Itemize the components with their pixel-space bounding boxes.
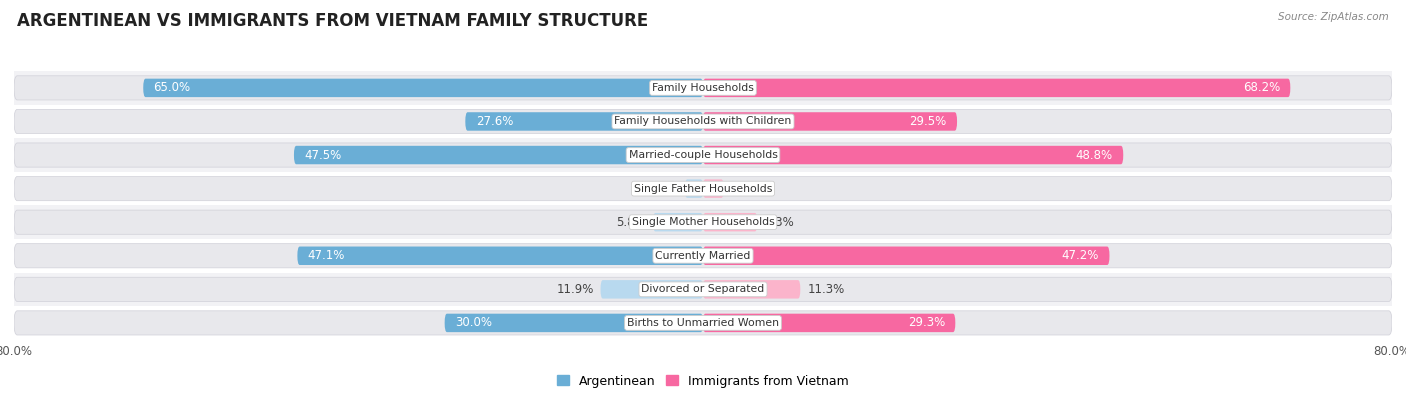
FancyBboxPatch shape: [703, 112, 957, 131]
Text: 30.0%: 30.0%: [456, 316, 492, 329]
Text: Births to Unmarried Women: Births to Unmarried Women: [627, 318, 779, 328]
Bar: [14, 172, 1392, 205]
FancyBboxPatch shape: [143, 79, 703, 97]
Bar: [14, 138, 1392, 172]
FancyBboxPatch shape: [14, 277, 1392, 301]
FancyBboxPatch shape: [703, 213, 758, 231]
FancyBboxPatch shape: [14, 143, 1392, 167]
Text: 29.5%: 29.5%: [910, 115, 946, 128]
FancyBboxPatch shape: [703, 79, 1291, 97]
Text: 48.8%: 48.8%: [1076, 149, 1114, 162]
FancyBboxPatch shape: [685, 179, 703, 198]
Text: 47.5%: 47.5%: [304, 149, 342, 162]
Bar: [14, 71, 1392, 105]
FancyBboxPatch shape: [14, 177, 1392, 201]
Text: 27.6%: 27.6%: [475, 115, 513, 128]
Text: 2.1%: 2.1%: [648, 182, 678, 195]
FancyBboxPatch shape: [14, 210, 1392, 234]
FancyBboxPatch shape: [298, 246, 703, 265]
Text: 5.8%: 5.8%: [617, 216, 647, 229]
FancyBboxPatch shape: [703, 146, 1123, 164]
FancyBboxPatch shape: [14, 311, 1392, 335]
Text: 29.3%: 29.3%: [908, 316, 945, 329]
FancyBboxPatch shape: [703, 246, 1109, 265]
Text: Single Father Households: Single Father Households: [634, 184, 772, 194]
FancyBboxPatch shape: [294, 146, 703, 164]
Text: 47.2%: 47.2%: [1062, 249, 1099, 262]
FancyBboxPatch shape: [703, 280, 800, 299]
FancyBboxPatch shape: [703, 179, 724, 198]
FancyBboxPatch shape: [14, 76, 1392, 100]
Text: 11.9%: 11.9%: [557, 283, 593, 296]
Bar: [14, 306, 1392, 340]
Text: 2.4%: 2.4%: [731, 182, 761, 195]
Text: Family Households with Children: Family Households with Children: [614, 117, 792, 126]
Bar: [14, 205, 1392, 239]
FancyBboxPatch shape: [652, 213, 703, 231]
FancyBboxPatch shape: [14, 244, 1392, 268]
Text: Divorced or Separated: Divorced or Separated: [641, 284, 765, 294]
FancyBboxPatch shape: [465, 112, 703, 131]
Bar: [14, 273, 1392, 306]
Text: Married-couple Households: Married-couple Households: [628, 150, 778, 160]
FancyBboxPatch shape: [14, 109, 1392, 134]
Text: 68.2%: 68.2%: [1243, 81, 1279, 94]
Legend: Argentinean, Immigrants from Vietnam: Argentinean, Immigrants from Vietnam: [551, 370, 855, 393]
Text: Single Mother Households: Single Mother Households: [631, 217, 775, 227]
Text: Currently Married: Currently Married: [655, 251, 751, 261]
Text: Source: ZipAtlas.com: Source: ZipAtlas.com: [1278, 12, 1389, 22]
Text: 11.3%: 11.3%: [807, 283, 845, 296]
Text: 6.3%: 6.3%: [763, 216, 794, 229]
Text: 47.1%: 47.1%: [308, 249, 344, 262]
Text: Family Households: Family Households: [652, 83, 754, 93]
Bar: [14, 239, 1392, 273]
FancyBboxPatch shape: [444, 314, 703, 332]
FancyBboxPatch shape: [703, 314, 955, 332]
Text: ARGENTINEAN VS IMMIGRANTS FROM VIETNAM FAMILY STRUCTURE: ARGENTINEAN VS IMMIGRANTS FROM VIETNAM F…: [17, 12, 648, 30]
FancyBboxPatch shape: [600, 280, 703, 299]
Text: 65.0%: 65.0%: [153, 81, 191, 94]
Bar: [14, 105, 1392, 138]
